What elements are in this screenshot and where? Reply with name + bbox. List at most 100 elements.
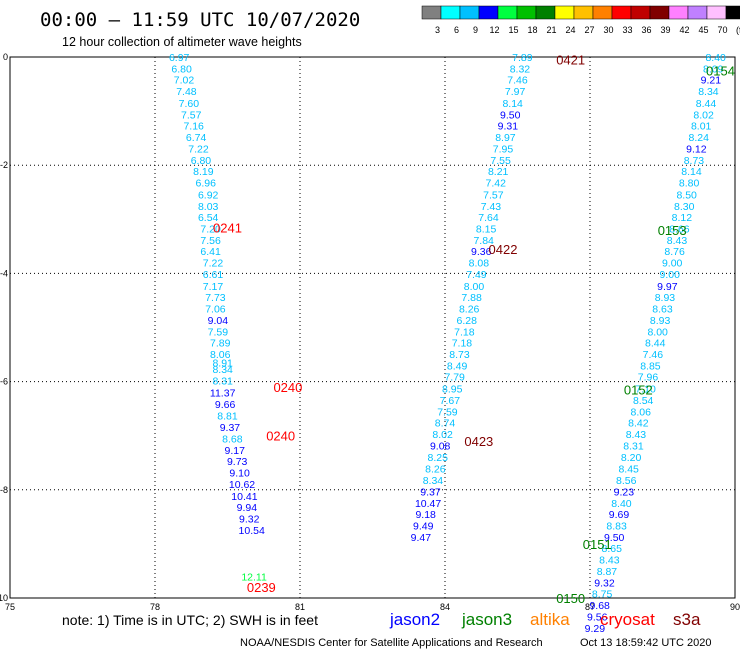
wave-height-value: 7.20 xyxy=(200,223,221,235)
wave-height-value: 8.43 xyxy=(599,555,620,567)
wave-height-value: 8.76 xyxy=(664,246,685,258)
y-tick-label: -6 xyxy=(0,377,8,387)
wave-height-value: 8.14 xyxy=(681,166,702,178)
colorbar-swatch xyxy=(440,5,461,20)
wave-height-value: 8.49 xyxy=(447,360,468,372)
wave-height-value: 9.00 xyxy=(662,258,683,270)
colorbar-label: (ft) xyxy=(736,25,740,35)
wave-height-value: 8.81 xyxy=(217,411,238,423)
colorbar-label: 33 xyxy=(622,25,632,35)
wave-height-value: 8.09 xyxy=(703,63,724,75)
x-tick-label: 87 xyxy=(585,602,595,612)
wave-height-value: 8.25 xyxy=(428,452,449,464)
wave-height-value: 9.97 xyxy=(657,281,678,293)
colorbar-label: 39 xyxy=(660,25,670,35)
wave-height-value: 6.80 xyxy=(191,155,212,167)
wave-height-value: 9.50 xyxy=(604,532,625,544)
y-tick-label: -4 xyxy=(0,268,8,278)
wave-height-value: 8.44 xyxy=(645,338,666,350)
wave-height-value: 8.65 xyxy=(602,543,623,555)
colorbar-label: 6 xyxy=(454,25,459,35)
colorbar-label: 12 xyxy=(489,25,499,35)
wave-height-value: 7.16 xyxy=(183,121,204,133)
wave-height-value: 8.34 xyxy=(212,364,233,376)
wave-height-value: 9.00 xyxy=(660,269,681,281)
colorbar-swatch xyxy=(554,5,575,20)
x-tick-label: 75 xyxy=(5,602,15,612)
wave-height-value: 7.84 xyxy=(473,235,494,247)
colorbar-label: 15 xyxy=(508,25,518,35)
pass-id-label: 0153 xyxy=(658,223,687,238)
satellite-legend-item: jason3 xyxy=(461,610,512,629)
colorbar-swatch xyxy=(649,5,670,20)
wave-height-value: 9.21 xyxy=(701,75,722,87)
data-points: 6.976.807.027.487.607.577.166.747.226.80… xyxy=(169,52,726,635)
wave-height-value: 9.32 xyxy=(239,513,260,525)
colorbar-label: 3 xyxy=(435,25,440,35)
wave-height-value: 8.56 xyxy=(616,475,637,487)
pass-id-label: 0150 xyxy=(556,591,585,606)
wave-height-value: 12.11 xyxy=(241,571,267,583)
footer-note: note: 1) Time is in UTC; 2) SWH is in fe… xyxy=(62,612,318,628)
colorbar-label: 45 xyxy=(698,25,708,35)
wave-height-value: 7.59 xyxy=(437,406,458,418)
wave-height-value: 7.56 xyxy=(200,235,221,247)
wave-height-value: 9.69 xyxy=(609,509,630,521)
wave-height-value: 9.31 xyxy=(498,121,519,133)
wave-height-value: 7.02 xyxy=(174,75,195,87)
wave-height-value: 7.55 xyxy=(490,155,511,167)
wave-height-value: 11.37 xyxy=(210,387,236,399)
wave-height-value: 8.06 xyxy=(210,349,231,361)
wave-height-value: 8.31 xyxy=(623,440,644,452)
wave-height-value: 8.63 xyxy=(652,304,673,316)
x-tick-label: 90 xyxy=(730,602,740,612)
wave-height-value: 8.30 xyxy=(674,201,695,213)
wave-height-value: 9.50 xyxy=(500,109,521,121)
wave-height-value: 6.80 xyxy=(171,63,192,75)
wave-height-value: 7.79 xyxy=(444,372,465,384)
wave-height-value: 8.14 xyxy=(502,98,523,110)
wave-height-value: 8.43 xyxy=(626,429,647,441)
wave-height-value: 6.61 xyxy=(203,269,224,281)
wave-height-value: 9.49 xyxy=(413,521,434,533)
wave-height-value: 8.54 xyxy=(633,395,654,407)
wave-height-value: 8.26 xyxy=(425,464,446,476)
wave-height-value: 9.47 xyxy=(411,532,432,544)
wave-height-value: 7.97 xyxy=(505,86,526,98)
y-tick-label: -10 xyxy=(0,593,8,603)
wave-height-value: 7.73 xyxy=(205,292,226,304)
colorbar-swatch xyxy=(706,5,727,20)
colorbar-label: 70 xyxy=(717,25,727,35)
wave-height-value: 9.17 xyxy=(225,445,246,457)
wave-height-value: 8.50 xyxy=(676,189,697,201)
footer-credit: NOAA/NESDIS Center for Satellite Applica… xyxy=(240,637,543,649)
colorbar-swatch xyxy=(459,5,480,20)
y-tick-label: -2 xyxy=(0,160,8,170)
wave-height-value: 7.48 xyxy=(176,86,197,98)
wave-height-value: 9.94 xyxy=(237,502,258,514)
x-tick-label: 78 xyxy=(150,602,160,612)
colorbar-swatch xyxy=(516,5,537,20)
colorbar-label: 18 xyxy=(527,25,537,35)
wave-height-value: 9.18 xyxy=(415,509,436,521)
wave-height-value: 7.60 xyxy=(179,98,200,110)
wave-height-value: 6.97 xyxy=(169,52,190,64)
wave-height-value: 8.80 xyxy=(679,178,700,190)
wave-height-value: 7.18 xyxy=(452,338,473,350)
wave-height-value: 10.47 xyxy=(415,498,441,510)
wave-height-value: 8.73 xyxy=(449,349,470,361)
wave-height-value: 9.37 xyxy=(420,486,441,498)
wave-height-value: 7.10 xyxy=(635,384,656,396)
satellite-legend-item: cryosat xyxy=(600,610,655,629)
wave-height-value: 8.34 xyxy=(423,475,444,487)
wave-height-value: 7.06 xyxy=(205,304,226,316)
chart-subtitle: 12 hour collection of altimeter wave hei… xyxy=(62,35,302,49)
wave-height-value: 9.36 xyxy=(471,246,492,258)
wave-height-value: 8.00 xyxy=(647,326,668,338)
chart-title: 00:00 – 11:59 UTC 10/07/2020 xyxy=(40,9,360,31)
wave-height-value: 8.01 xyxy=(691,121,712,133)
wave-height-value: 8.03 xyxy=(198,201,219,213)
wave-height-value: 8.08 xyxy=(469,258,490,270)
